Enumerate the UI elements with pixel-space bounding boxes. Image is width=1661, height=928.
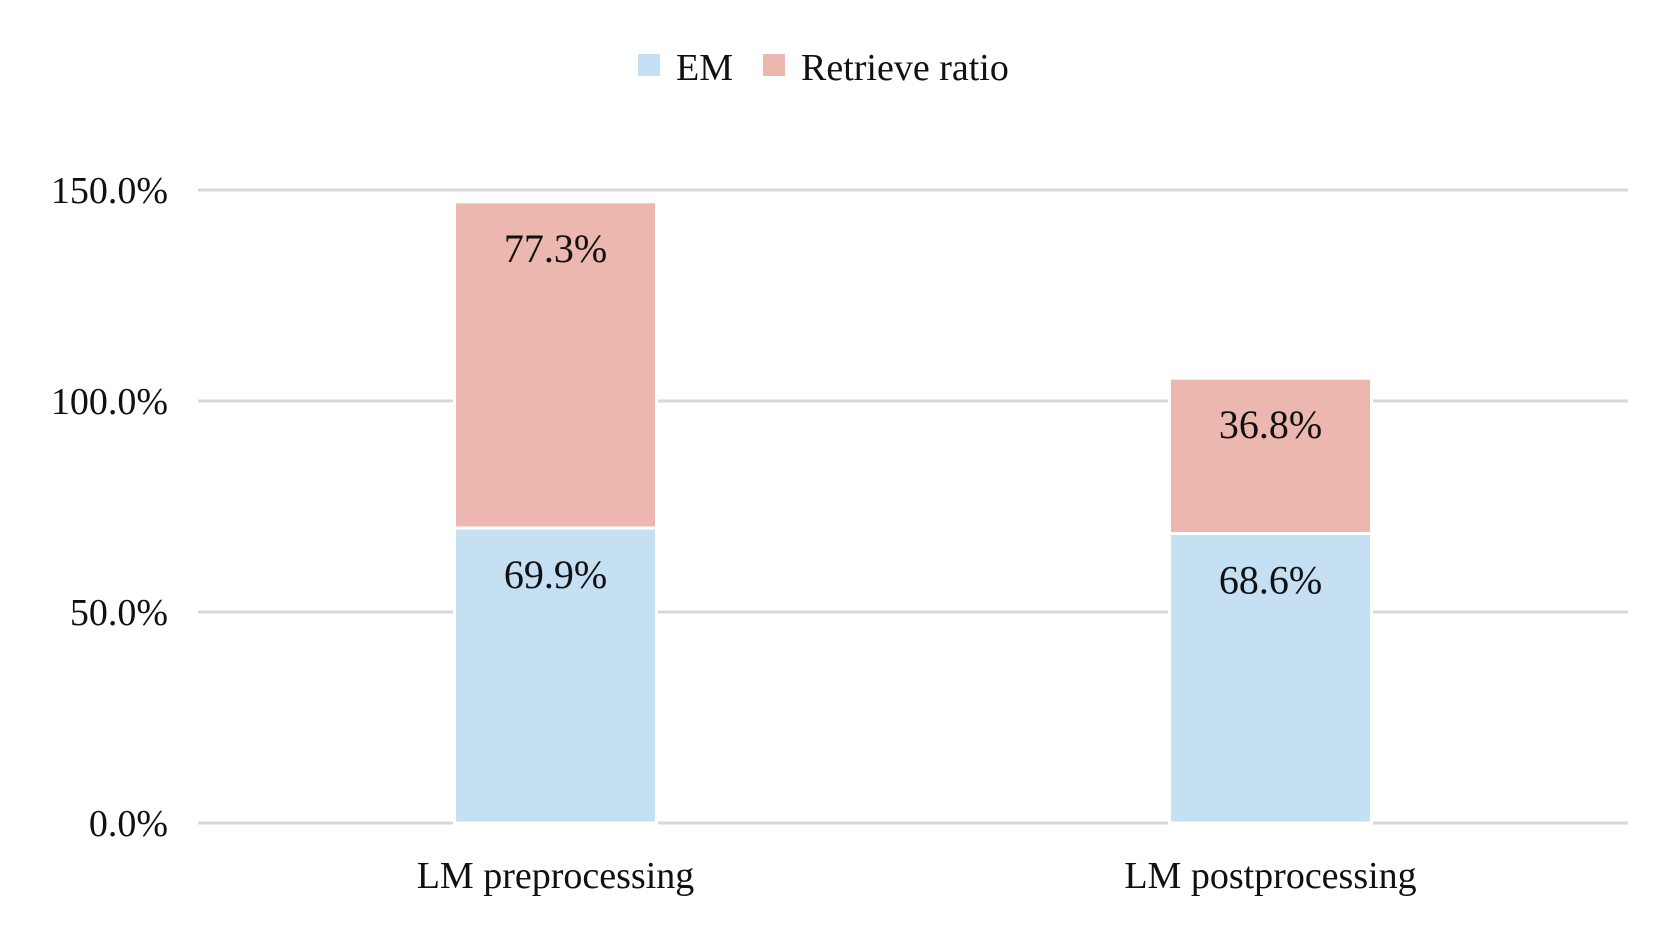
x-category-label-lm-postprocessing: LM postprocessing [1124, 855, 1416, 897]
y-axis: 0.0% 50.0% 100.0% 150.0% [51, 170, 168, 845]
data-label-retrieve-ratio-lm-preprocessing: 77.3% [504, 226, 607, 271]
bars [453, 200, 1373, 825]
bar-retrieve-ratio-lm-postprocessing [1168, 376, 1373, 536]
x-axis: LM preprocessing LM postprocessing [417, 855, 1417, 897]
legend-swatch-retrieve-ratio [763, 54, 785, 76]
bar-em-lm-postprocessing [1168, 532, 1373, 825]
data-label-retrieve-ratio-lm-postprocessing: 36.8% [1219, 402, 1322, 447]
bar-retrieve-ratio-lm-preprocessing [453, 200, 658, 530]
legend-label-em: EM [676, 47, 733, 89]
data-labels: 69.9% 77.3% 68.6% 36.8% [504, 226, 1322, 603]
y-tick-label-3: 150.0% [51, 170, 168, 212]
legend: EM Retrieve ratio [638, 47, 1009, 89]
data-label-em-lm-postprocessing: 68.6% [1219, 558, 1322, 603]
x-category-label-lm-preprocessing: LM preprocessing [417, 855, 695, 897]
legend-swatch-em [638, 54, 660, 76]
y-tick-label-2: 100.0% [51, 381, 168, 423]
gridlines [198, 188, 1628, 825]
bar-em-lm-preprocessing [453, 526, 658, 825]
y-tick-label-0: 0.0% [89, 803, 168, 845]
y-tick-label-1: 50.0% [70, 592, 168, 634]
legend-label-retrieve-ratio: Retrieve ratio [801, 47, 1009, 89]
data-label-em-lm-preprocessing: 69.9% [504, 552, 607, 597]
